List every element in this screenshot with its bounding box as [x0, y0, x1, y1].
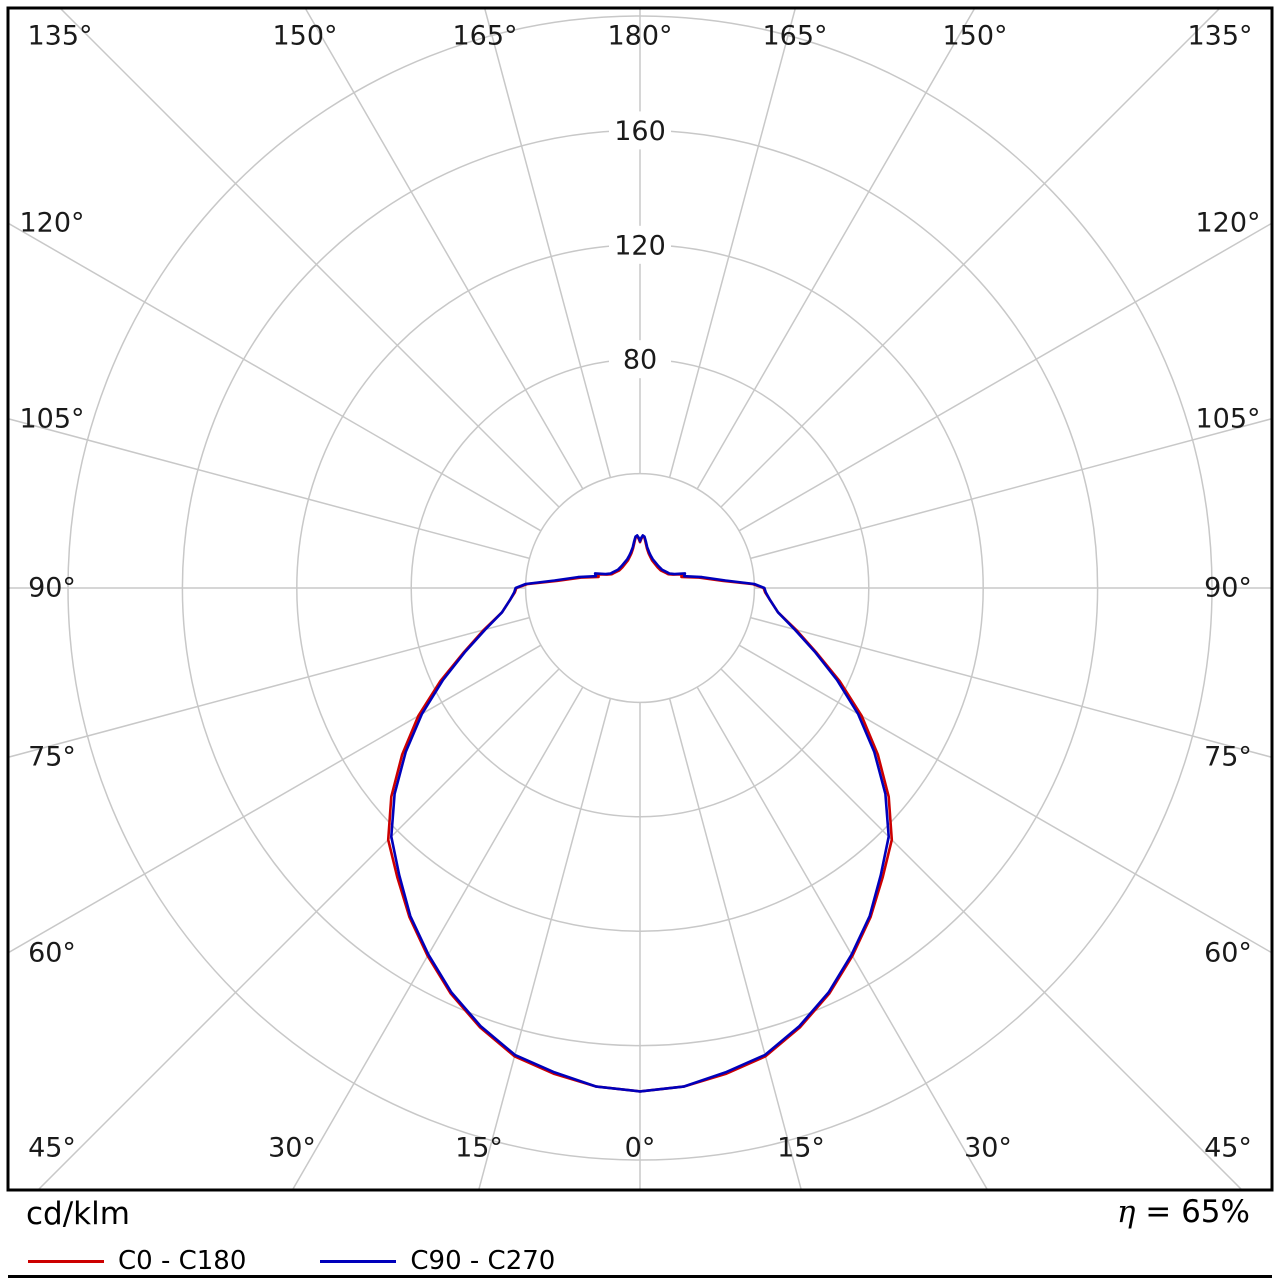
angle-label: 75°	[28, 742, 76, 773]
angle-label: 180°	[607, 21, 672, 52]
angle-label: 165°	[452, 21, 517, 52]
angle-label: 135°	[27, 21, 92, 52]
angle-label: 45°	[28, 1133, 76, 1164]
angle-label: 90°	[1204, 573, 1252, 604]
curve-C90-C270	[390, 534, 890, 1093]
angle-label: 150°	[942, 21, 1007, 52]
angle-label: 15°	[777, 1133, 825, 1164]
eta-value: = 65%	[1135, 1194, 1250, 1230]
eta-symbol: η	[1116, 1194, 1136, 1230]
angle-label: 45°	[1204, 1133, 1252, 1164]
angle-label: 90°	[28, 573, 76, 604]
legend-label-c90-c270: C90 - C270	[410, 1246, 556, 1276]
efficiency-label: η = 65%	[1117, 1194, 1250, 1230]
angle-label: 165°	[762, 21, 827, 52]
intensity-curves	[386, 534, 894, 1093]
radial-tick-label: 80	[623, 345, 657, 376]
angle-label: 60°	[1204, 938, 1252, 969]
angle-label: 60°	[28, 938, 76, 969]
angle-label: 0°	[625, 1133, 656, 1164]
angle-label: 75°	[1204, 742, 1252, 773]
legend-swatch-c0-c180	[28, 1259, 104, 1263]
legend-item-c0-c180: C0 - C180	[28, 1246, 246, 1276]
angle-label: 105°	[1195, 404, 1260, 435]
legend-swatch-c90-c270	[320, 1259, 397, 1263]
angle-label: 150°	[272, 21, 337, 52]
radial-tick-label: 120	[614, 230, 666, 261]
angle-label: 30°	[964, 1133, 1012, 1164]
legend: C0 - C180 C90 - C270	[28, 1246, 555, 1276]
angle-label: 15°	[455, 1133, 503, 1164]
table-top-border	[8, 1275, 1272, 1278]
angle-label: 105°	[19, 404, 84, 435]
legend-label-c0-c180: C0 - C180	[118, 1246, 247, 1276]
polar-grid	[8, 8, 1272, 1190]
angle-label: 120°	[19, 208, 84, 239]
radial-tick-labels: 80 120 160	[609, 111, 671, 379]
angle-label: 120°	[1195, 208, 1260, 239]
angle-label: 30°	[268, 1133, 316, 1164]
radial-tick-label: 160	[614, 116, 666, 147]
polar-chart: 80 120 160 0° 15° 30° 45° 60° 75° 90° 105° 120° 135°…	[6, 6, 1274, 1192]
chart-frame	[6, 6, 1274, 1192]
angle-labels: 0° 15° 30° 45° 60° 75° 90° 105° 120° 135° 150° 165°…	[19, 21, 1260, 1164]
units-label: cd/klm	[26, 1196, 130, 1232]
angle-label: 135°	[1187, 21, 1252, 52]
legend-item-c90-c270: C90 - C270	[320, 1246, 555, 1276]
